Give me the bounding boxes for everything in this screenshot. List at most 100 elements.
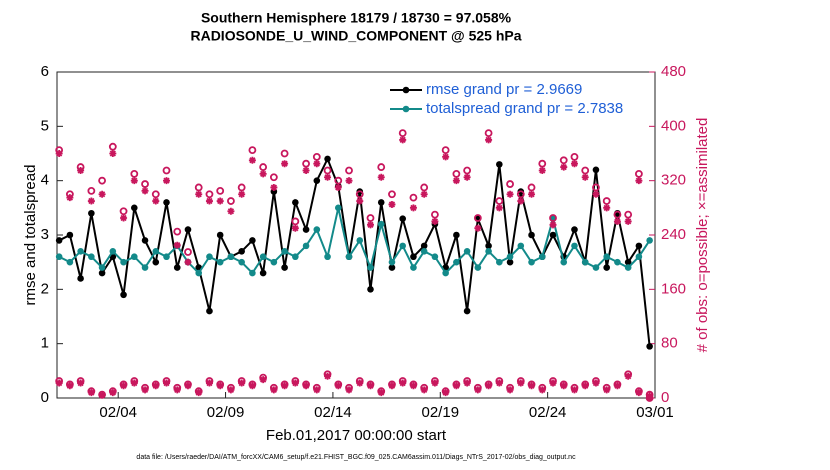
point xyxy=(120,214,128,222)
point xyxy=(463,379,471,387)
point xyxy=(409,382,417,390)
point xyxy=(506,258,514,266)
y-tick-label: 1 xyxy=(41,335,49,352)
point xyxy=(496,258,503,266)
point xyxy=(130,177,138,185)
point xyxy=(646,394,654,402)
point xyxy=(377,173,385,181)
point xyxy=(270,258,278,266)
point xyxy=(538,386,546,394)
point xyxy=(312,152,321,161)
point xyxy=(463,248,471,255)
point xyxy=(624,372,632,380)
point xyxy=(163,253,170,261)
point xyxy=(345,253,353,261)
point xyxy=(570,386,578,394)
point xyxy=(259,376,267,384)
point xyxy=(109,248,117,255)
point xyxy=(313,226,321,233)
point xyxy=(130,169,139,178)
point xyxy=(55,253,63,261)
point xyxy=(119,207,128,216)
point xyxy=(281,264,288,271)
point xyxy=(603,204,611,212)
point xyxy=(130,204,138,212)
point xyxy=(280,149,289,158)
point xyxy=(238,190,246,198)
point xyxy=(141,264,149,271)
point xyxy=(399,136,407,144)
point xyxy=(77,275,84,282)
point xyxy=(334,176,343,185)
point xyxy=(151,190,160,199)
point xyxy=(485,242,492,250)
point xyxy=(163,199,170,206)
point xyxy=(409,204,417,212)
y-tick-label: 3 xyxy=(41,226,49,243)
point xyxy=(323,166,332,175)
point xyxy=(560,258,568,266)
point xyxy=(388,264,396,271)
point xyxy=(624,210,633,219)
x-tick-label: 02/04 xyxy=(99,404,137,421)
point xyxy=(613,217,621,225)
point xyxy=(602,197,611,205)
plot-frame xyxy=(56,71,656,399)
y-tick-label: 4 xyxy=(41,172,49,189)
point xyxy=(410,264,417,271)
point xyxy=(624,217,632,225)
point xyxy=(581,173,589,181)
point xyxy=(259,269,267,277)
point xyxy=(495,197,504,205)
point xyxy=(227,386,235,394)
point xyxy=(366,214,375,222)
point xyxy=(528,258,535,266)
point xyxy=(506,386,514,394)
point xyxy=(66,258,74,266)
point xyxy=(549,221,557,229)
point xyxy=(141,237,149,244)
point xyxy=(463,307,471,315)
point xyxy=(205,197,213,205)
point xyxy=(356,379,364,387)
point xyxy=(528,190,536,198)
point xyxy=(624,264,632,271)
point xyxy=(517,197,525,205)
point xyxy=(55,379,63,387)
point xyxy=(367,286,374,293)
point xyxy=(173,227,182,236)
legend-marker xyxy=(402,86,410,94)
point xyxy=(420,242,428,250)
point xyxy=(98,190,106,198)
point xyxy=(377,220,385,228)
point xyxy=(152,248,160,255)
point xyxy=(302,159,310,168)
point xyxy=(549,231,557,239)
point xyxy=(216,197,224,205)
x-tick-label: 02/24 xyxy=(529,404,567,421)
point xyxy=(463,173,471,181)
point xyxy=(77,166,85,174)
point xyxy=(227,197,235,205)
point xyxy=(496,161,503,168)
point xyxy=(77,248,84,255)
y-axis-label: rmse and totalspread xyxy=(22,165,39,306)
point xyxy=(538,159,547,168)
point xyxy=(313,177,321,184)
point xyxy=(442,153,450,161)
point xyxy=(163,379,171,387)
point xyxy=(248,382,256,390)
point xyxy=(87,389,95,397)
point xyxy=(227,207,235,215)
point xyxy=(324,372,332,380)
point xyxy=(184,226,192,233)
y-tick-label: 2 xyxy=(41,280,49,297)
point xyxy=(152,258,160,266)
point xyxy=(516,190,525,199)
point xyxy=(345,386,353,394)
point xyxy=(302,382,310,390)
point xyxy=(420,190,428,198)
point xyxy=(120,291,127,299)
point xyxy=(442,389,450,397)
point xyxy=(420,248,428,255)
